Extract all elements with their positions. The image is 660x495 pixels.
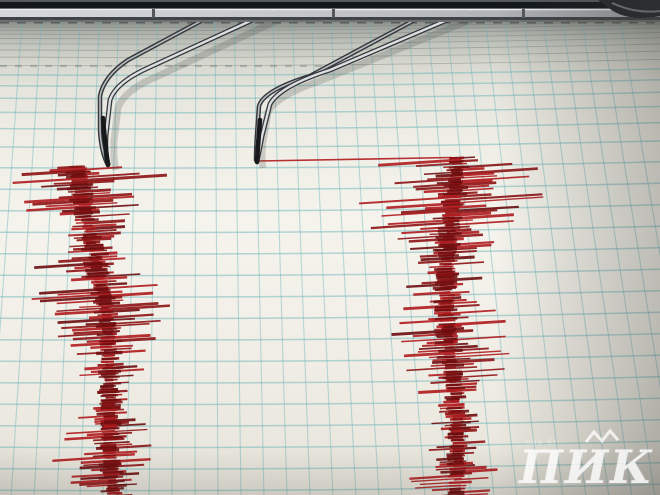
watermark-flourish [584,428,620,444]
